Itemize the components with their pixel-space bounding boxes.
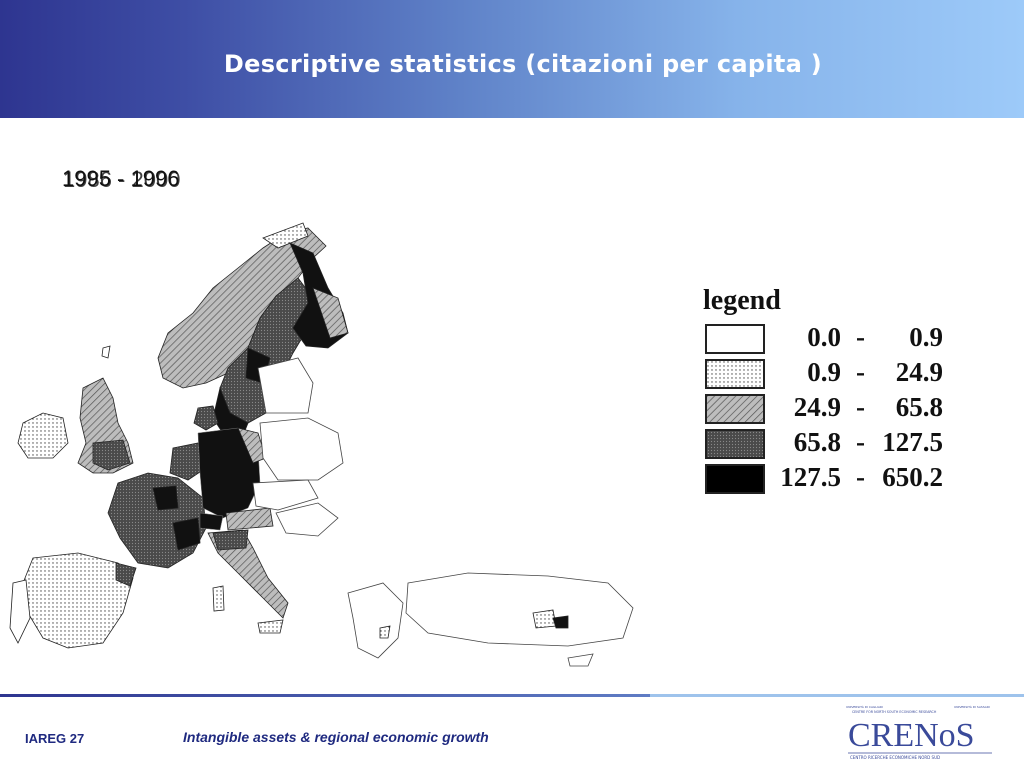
legend-dash: - (856, 357, 865, 387)
region-switzerland (199, 512, 224, 531)
legend-high: 24.9 (895, 357, 943, 387)
legend-item: 127.5 - 650.2 (705, 462, 950, 496)
region-sicily (257, 619, 284, 634)
region-benelux (169, 442, 207, 481)
header-banner (0, 0, 1024, 118)
logo-small-left: UNIVERSITÀ DI CAGLIARI (846, 704, 883, 709)
period-label-a: 1995 - 1996 (62, 166, 180, 191)
legend-low: 65.8 (793, 427, 841, 457)
region-turkey (405, 572, 634, 647)
europe-choropleth-map (9, 222, 634, 667)
period-label-b: 1986 - 2000 (63, 167, 181, 192)
region-turkey-east (552, 615, 569, 629)
footer-divider-right (650, 694, 1024, 697)
legend-item: 0.0 - 0.9 (705, 322, 950, 356)
legend-swatch-dense (705, 429, 765, 459)
logo-small-right: UNIVERSITÀ DI SASSARI (954, 704, 990, 709)
logo-subtitle: CENTRO RICERCHE ECONOMICHE NORD SUD (850, 755, 940, 760)
footer-slide-number: IAREG 27 (25, 731, 85, 746)
region-catalonia (115, 562, 137, 587)
region-rhone-alpes (172, 517, 201, 551)
region-cyprus (567, 653, 594, 667)
region-sardinia (212, 585, 225, 612)
legend-high: 0.9 (909, 322, 943, 352)
footer-divider-left (0, 694, 650, 697)
footer-caption: Intangible assets & regional economic gr… (183, 729, 489, 745)
region-greece (347, 582, 404, 659)
region-athens (379, 625, 391, 639)
region-poland (259, 417, 344, 481)
region-italy (207, 529, 289, 619)
legend-swatch-dots (705, 359, 765, 389)
region-baltics (257, 357, 314, 414)
region-austria (225, 507, 274, 531)
legend-swatch-hatch (705, 394, 765, 424)
region-denmark (193, 405, 219, 431)
region-hungary (275, 502, 339, 537)
region-uk-south (92, 439, 131, 471)
map-legend: legend 0.0 - 0.9 0.9 - 24.9 24.9 - 65.8 … (700, 285, 950, 505)
region-ankara (532, 609, 557, 629)
legend-high: 65.8 (895, 392, 943, 422)
slide-title: Descriptive statistics (citazioni per ca… (223, 50, 823, 78)
region-czech-slovakia (252, 479, 319, 511)
legend-low: 24.9 (793, 392, 841, 422)
legend-item: 24.9 - 65.8 (705, 392, 950, 426)
legend-item: 0.9 - 24.9 (705, 357, 950, 391)
legend-low: 0.9 (807, 357, 841, 387)
legend-dash: - (856, 322, 865, 352)
region-ireland (17, 412, 69, 459)
crenos-logo: UNIVERSITÀ DI CAGLIARI UNIVERSITÀ DI SAS… (846, 704, 992, 760)
legend-swatch-white (705, 324, 765, 354)
legend-swatch-black (705, 464, 765, 494)
region-paris (152, 485, 179, 511)
legend-dash: - (856, 427, 865, 457)
legend-title: legend (703, 285, 781, 316)
legend-item: 65.8 - 127.5 (705, 427, 950, 461)
region-italy-north (212, 529, 249, 551)
legend-low: 127.5 (780, 462, 841, 492)
logo-name: CRENoS (848, 717, 975, 754)
region-norway-north (262, 222, 309, 249)
legend-dash: - (856, 392, 865, 422)
legend-high: 650.2 (882, 462, 943, 492)
legend-high: 127.5 (882, 427, 943, 457)
legend-low: 0.0 (807, 322, 841, 352)
logo-small-top: CENTRE FOR NORTH SOUTH ECONOMIC RESEARCH (852, 710, 937, 714)
legend-dash: - (856, 462, 865, 492)
region-portugal (9, 579, 31, 644)
region-scotland-isles (101, 345, 111, 359)
region-finland-east (312, 287, 349, 339)
